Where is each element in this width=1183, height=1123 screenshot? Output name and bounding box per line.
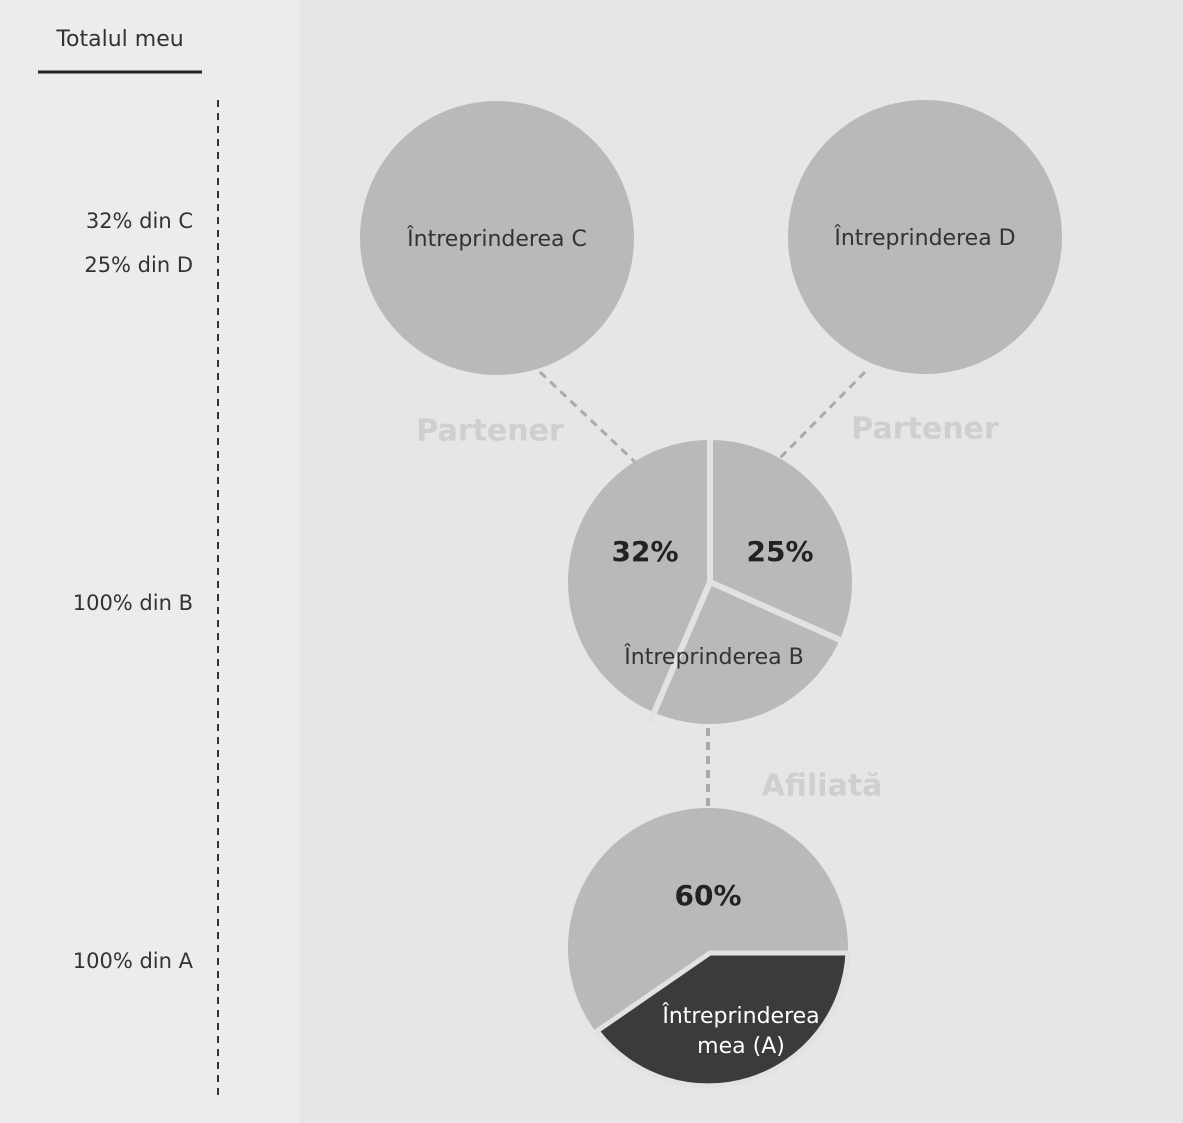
total: 100% din B	[73, 591, 193, 615]
node-label: Întreprinderea C	[406, 226, 587, 252]
connector	[778, 370, 867, 460]
total: 25% din D	[84, 253, 193, 277]
share-label: 25%	[746, 535, 813, 568]
total: 100% din A	[73, 949, 194, 973]
node-label: Întreprinderea	[661, 1003, 819, 1029]
total: 32% din C	[86, 209, 193, 233]
connector	[538, 370, 637, 464]
left-panel	[0, 0, 300, 1123]
share-label: 60%	[674, 879, 741, 912]
node-circle	[360, 101, 634, 375]
share-label: 32%	[611, 535, 678, 568]
relation-label: Partener	[851, 412, 999, 447]
relation-label: Afiliată	[762, 769, 883, 804]
node-circle	[788, 100, 1062, 374]
slice-separators	[647, 440, 842, 724]
node-label: Întreprinderea B	[623, 644, 803, 670]
title: Totalul meu	[55, 27, 183, 52]
relation-label: Partener	[416, 414, 564, 449]
node-label: Întreprinderea D	[833, 225, 1015, 251]
node-label: mea (A)	[697, 1034, 785, 1059]
own-slice	[593, 950, 851, 1089]
